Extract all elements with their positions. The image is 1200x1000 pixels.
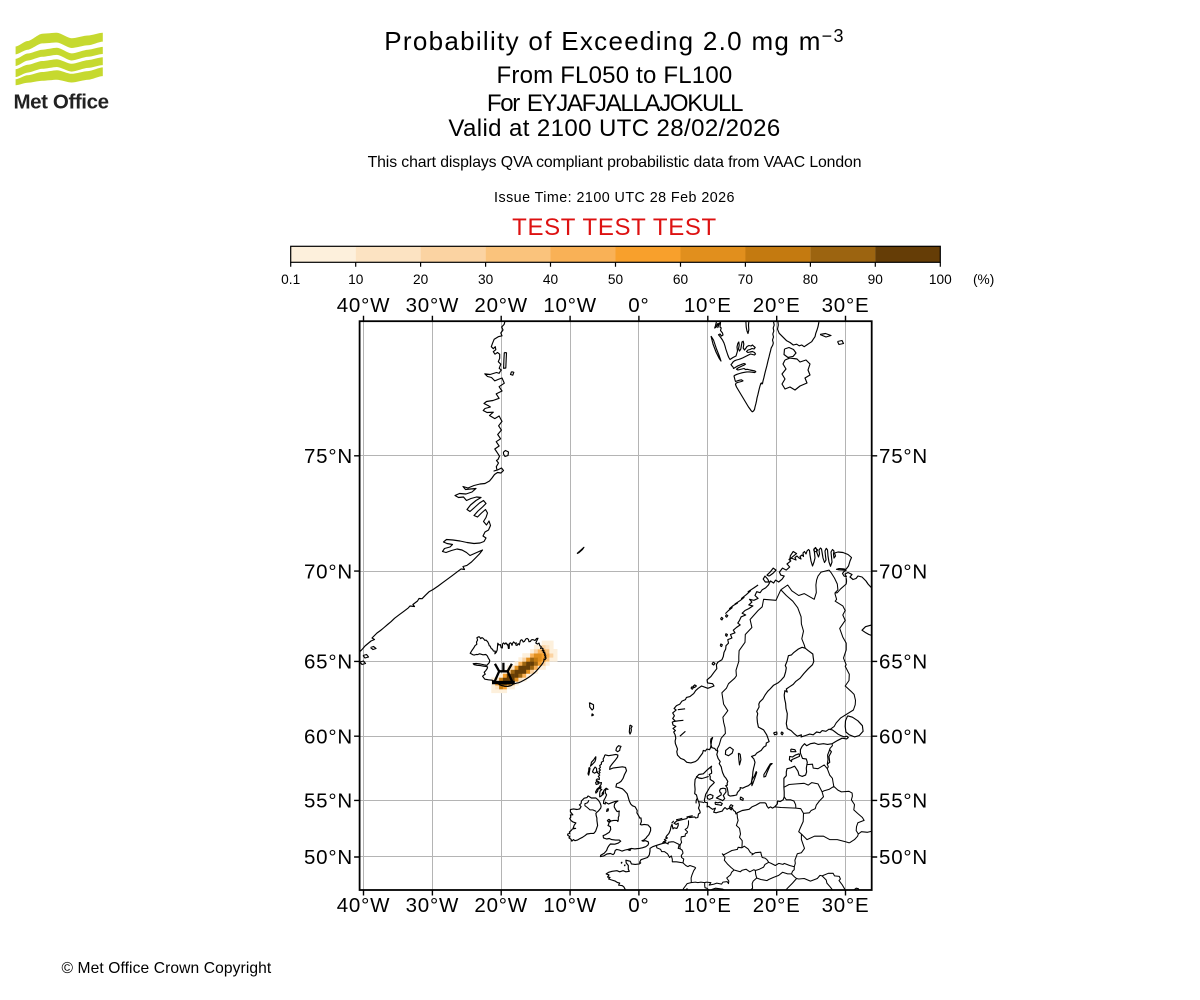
svg-text:0°: 0° <box>628 894 649 917</box>
svg-text:20°W: 20°W <box>474 894 528 917</box>
svg-text:0°: 0° <box>628 294 649 317</box>
svg-text:55°N: 55°N <box>304 790 353 813</box>
svg-text:10°E: 10°E <box>684 894 732 917</box>
svg-text:30°W: 30°W <box>406 294 460 317</box>
svg-text:70°N: 70°N <box>304 560 353 583</box>
svg-text:90: 90 <box>868 272 884 287</box>
svg-text:40: 40 <box>543 272 559 287</box>
svg-text:50°N: 50°N <box>879 846 928 869</box>
svg-text:30°E: 30°E <box>822 294 870 317</box>
svg-text:60°N: 60°N <box>879 725 928 748</box>
svg-text:20°E: 20°E <box>753 894 801 917</box>
svg-text:80: 80 <box>803 272 819 287</box>
svg-text:10°E: 10°E <box>684 294 732 317</box>
svg-text:60°N: 60°N <box>304 725 353 748</box>
svg-text:100: 100 <box>929 272 952 287</box>
svg-text:70: 70 <box>738 272 754 287</box>
svg-text:10°W: 10°W <box>543 294 597 317</box>
svg-text:40°W: 40°W <box>337 894 391 917</box>
svg-text:10: 10 <box>348 272 364 287</box>
svg-text:20: 20 <box>413 272 429 287</box>
svg-text:(%): (%) <box>973 272 994 287</box>
svg-text:Met Office: Met Office <box>14 91 109 114</box>
svg-text:70°N: 70°N <box>879 560 928 583</box>
svg-text:50°N: 50°N <box>304 846 353 869</box>
svg-text:65°N: 65°N <box>879 651 928 674</box>
svg-text:30°W: 30°W <box>406 894 460 917</box>
svg-text:0.1: 0.1 <box>281 272 300 287</box>
svg-text:30°E: 30°E <box>822 894 870 917</box>
svg-text:60: 60 <box>673 272 689 287</box>
svg-text:20°W: 20°W <box>474 294 528 317</box>
svg-text:75°N: 75°N <box>304 445 353 468</box>
svg-text:65°N: 65°N <box>304 651 353 674</box>
svg-text:40°W: 40°W <box>337 294 391 317</box>
svg-text:75°N: 75°N <box>879 445 928 468</box>
svg-text:55°N: 55°N <box>879 790 928 813</box>
svg-text:30: 30 <box>478 272 494 287</box>
svg-text:10°W: 10°W <box>543 894 597 917</box>
svg-text:50: 50 <box>608 272 624 287</box>
svg-text:20°E: 20°E <box>753 294 801 317</box>
